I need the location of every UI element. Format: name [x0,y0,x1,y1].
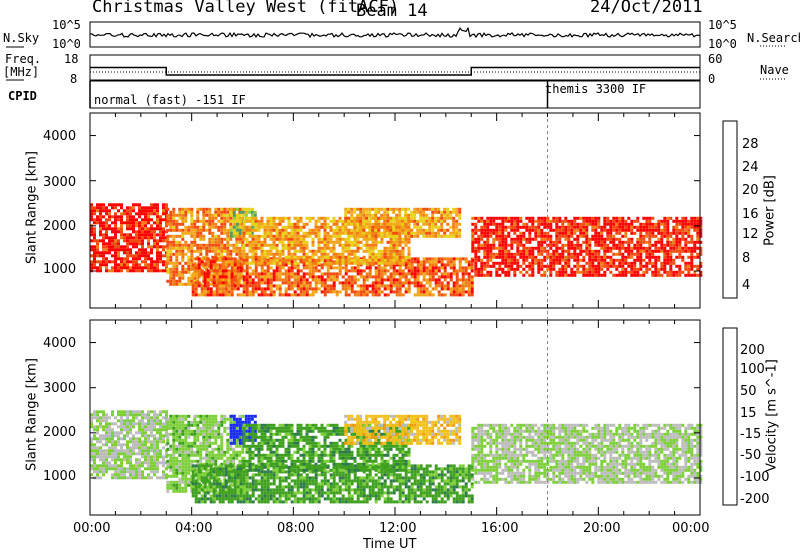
xtick-0800: 08:00 [277,521,314,536]
nsky-label: N.Sky [3,31,39,45]
vel-cb-tick-100: 100 [740,362,765,377]
nsky-tick-high: 10^5 [52,18,81,32]
vel-cb-tick-200: 200 [740,343,765,358]
cpid-label: CPID [8,89,37,103]
nsky-trace [90,28,700,37]
vel-cb-tick-15: 15 [740,406,757,421]
freq-tick-high: 18 [64,52,78,66]
velocity-scatter-region-0 [90,410,168,479]
xtick-2000: 20:00 [583,521,620,536]
xtick-1200: 12:00 [379,521,416,536]
nave-label: Nave [760,63,789,77]
beam-label: Beam 14 [356,1,428,21]
vel-cb-tick-50: 50 [740,384,757,399]
power-colorbar-frame [723,121,737,298]
power-ytick-4000: 4000 [43,129,76,144]
power-cb-tick-24: 24 [742,160,759,175]
power-scatter-region-6 [471,217,702,277]
freq-unit-label: [MHz] [3,65,39,79]
vel-ytick-1000: 1000 [43,469,76,484]
freq-label: Freq. [5,52,41,66]
vel-ytick-4000: 4000 [43,336,76,351]
velocity-scatter-region-6 [471,424,702,484]
power-ytick-3000: 3000 [43,175,76,190]
vel-cb-tick-neg15: -15 [740,427,761,442]
plot-date: 24/Oct/2011 [590,0,703,17]
xtick-0400: 04:00 [175,521,212,536]
nsearch-label: N.Search [747,31,800,45]
power-ytick-1000: 1000 [43,262,76,277]
vel-cb-label: Velocity [m s^-1] [765,356,780,476]
nsearch-tick-low: 10^0 [708,37,737,51]
frequency-trace [90,68,700,76]
vel-ylabel: Slant Range [km] [25,355,40,475]
cpid-mode-themis: themis 3300 IF [545,82,646,96]
freq-tick-low: 8 [70,72,77,86]
power-cb-tick-16: 16 [742,207,759,222]
power-cb-label: Power [dB] [763,151,778,271]
vel-cb-tick-neg50: -50 [740,448,761,463]
power-scatter-region-0 [90,203,168,272]
velocity-colorbar-frame [723,328,737,505]
vel-ytick-3000: 3000 [43,381,76,396]
power-ytick-2000: 2000 [43,219,76,234]
power-cb-tick-4: 4 [742,278,750,293]
power-cb-tick-28: 28 [742,137,759,152]
xlabel: Time UT [363,537,416,552]
nave-tick-high: 60 [708,52,722,66]
nsky-tick-low: 10^0 [52,37,81,51]
xtick-2400: 00:00 [672,521,709,536]
power-ylabel: Slant Range [km] [25,148,40,268]
xtick-1600: 16:00 [481,521,518,536]
power-cb-tick-8: 8 [742,251,750,266]
nave-tick-low: 0 [708,72,715,86]
power-cb-tick-20: 20 [742,183,759,198]
vel-ytick-2000: 2000 [43,425,76,440]
power-cb-tick-12: 12 [742,227,759,242]
plot-title: Christmas Valley West (fitACF) [92,0,399,17]
nsky-panel-frame [90,22,700,47]
xtick-0000: 00:00 [73,521,110,536]
vel-cb-tick-neg200: -200 [740,492,770,507]
cpid-mode-normal: normal (fast) -151 IF [94,93,246,107]
nsearch-tick-high: 10^5 [708,18,737,32]
